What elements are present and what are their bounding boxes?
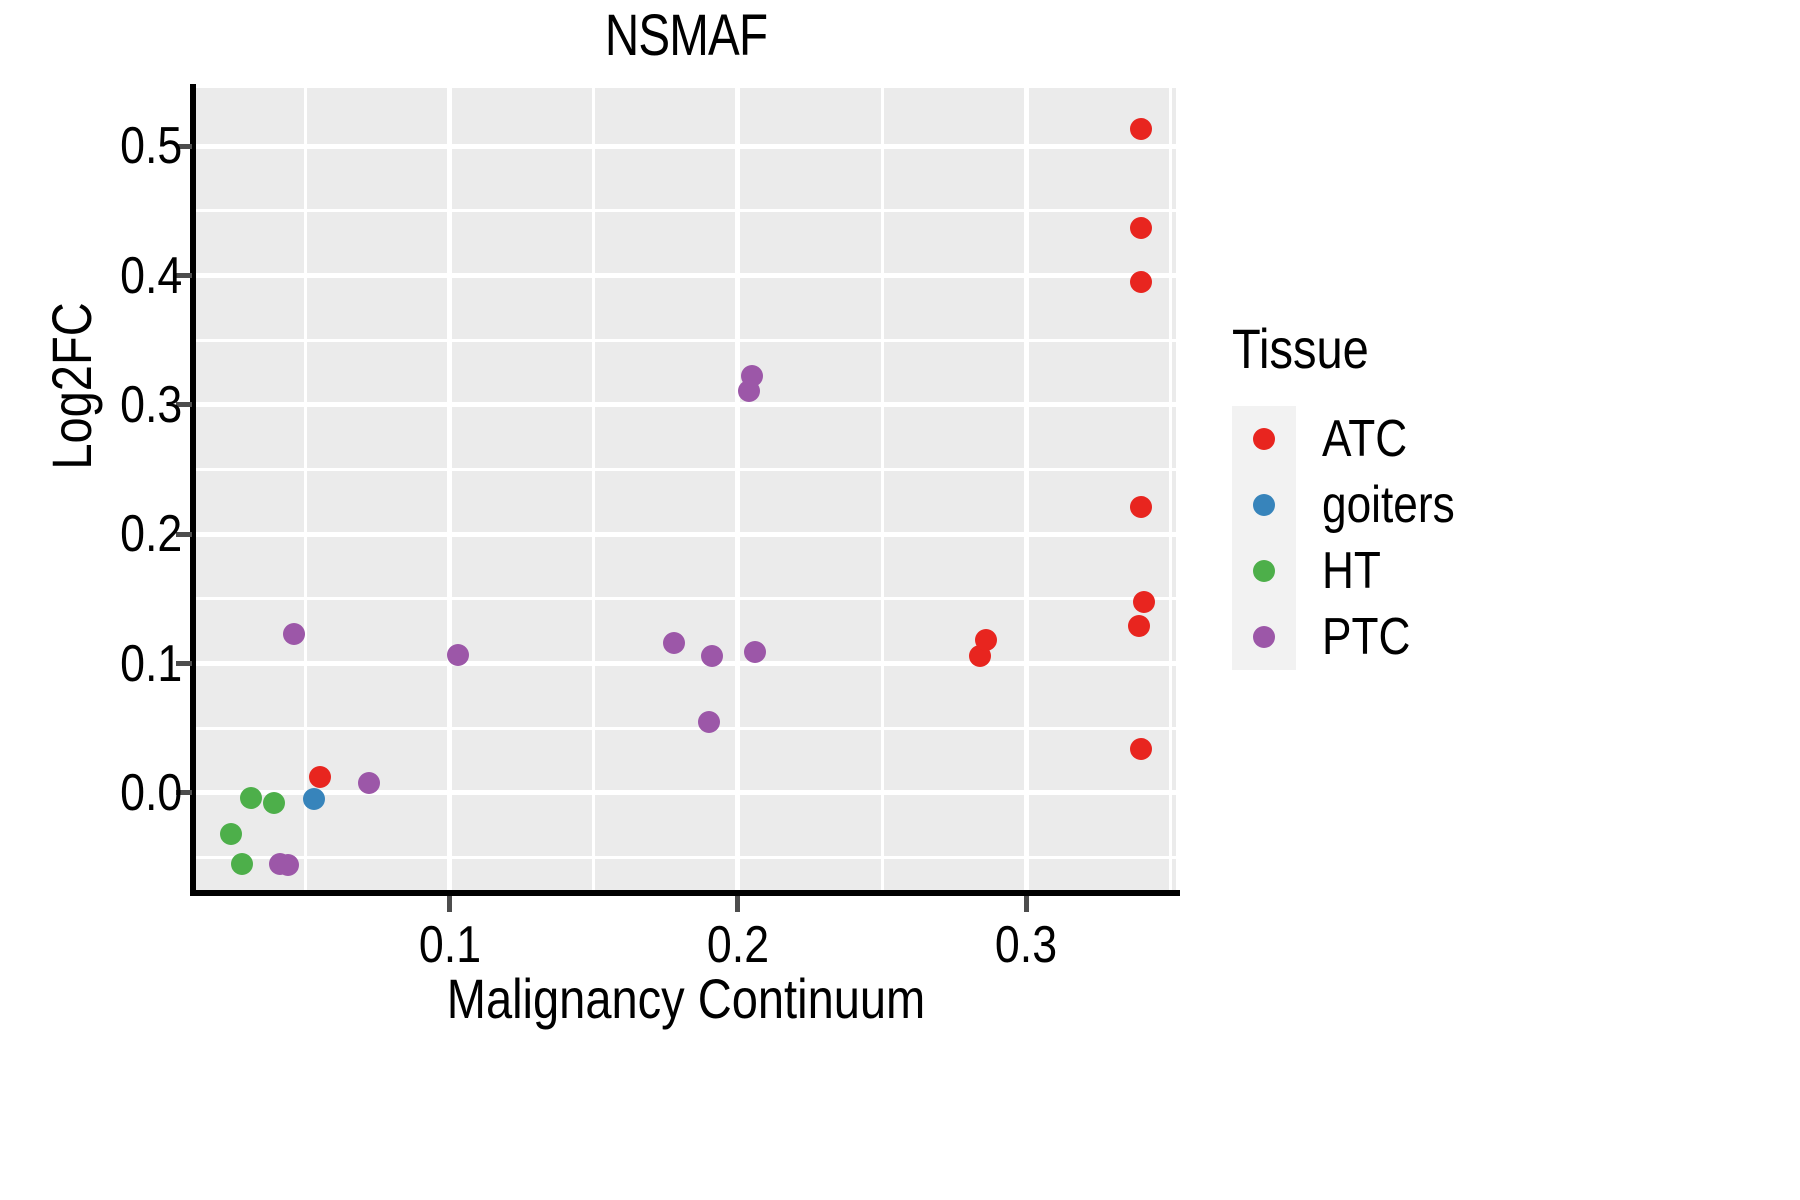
x-tick-label: 0.3 [995, 916, 1058, 974]
legend-entries: ATC goiters HT PTC [1232, 406, 1752, 670]
data-point-ht [262, 792, 285, 815]
y-tick-mark [176, 402, 192, 408]
data-point-ptc [447, 643, 470, 666]
grid-line-horizontal-major [196, 790, 1176, 796]
data-point-atc [1133, 590, 1156, 613]
x-axis-line [190, 890, 1180, 896]
grid-line-horizontal-major [196, 273, 1176, 279]
grid-line-horizontal-major [196, 531, 1176, 537]
legend-title: Tissue [1232, 317, 1369, 380]
grid-line-horizontal-major [196, 143, 1176, 149]
y-tick-mark [176, 531, 192, 537]
x-axis-title: Malignancy Continuum [446, 967, 926, 1030]
data-point-goiters [303, 788, 326, 811]
legend-swatch-atc [1232, 406, 1296, 472]
grid-line-horizontal-minor [196, 209, 1176, 213]
legend-label: goiters [1322, 476, 1455, 534]
data-point-ptc [283, 622, 305, 645]
data-point-ptc [744, 640, 767, 663]
legend-label: PTC [1322, 608, 1411, 666]
grid-line-vertical-major [735, 88, 741, 890]
data-point-ht [231, 853, 254, 876]
legend-item-ptc[interactable]: PTC [1232, 604, 1752, 670]
grid-line-horizontal-major [196, 402, 1176, 408]
plot-panel [196, 88, 1176, 890]
data-point-atc [308, 766, 331, 789]
data-point-ptc [698, 710, 721, 733]
x-tick-mark [735, 896, 741, 912]
legend-swatch-ht [1232, 538, 1296, 604]
legend: Tissue ATC goiters HT PTC [1232, 318, 1752, 670]
x-tick-mark [447, 896, 453, 912]
y-tick-label: 0.4 [119, 246, 182, 305]
y-tick-mark [176, 790, 192, 796]
x-tick-label: 0.2 [706, 916, 769, 974]
data-point-ht [239, 787, 262, 810]
x-tick-mark [1023, 896, 1029, 912]
grid-line-horizontal-major [196, 661, 1176, 667]
data-point-ptc [700, 644, 723, 667]
data-point-ht [219, 823, 242, 846]
legend-dot-icon [1253, 560, 1275, 582]
page-title: NSMAF [604, 3, 768, 68]
legend-item-atc[interactable]: ATC [1232, 406, 1752, 472]
grid-line-horizontal-minor [196, 338, 1176, 342]
grid-line-vertical-major [1023, 88, 1029, 890]
x-tick-label: 0.1 [418, 916, 481, 974]
y-tick-mark [176, 273, 192, 279]
y-axis-title: Log2FC [40, 302, 103, 470]
legend-item-goiters[interactable]: goiters [1232, 472, 1752, 538]
grid-line-vertical-minor [592, 88, 596, 890]
y-tick-mark [176, 143, 192, 149]
data-point-ptc [357, 771, 380, 794]
y-tick-mark [176, 661, 192, 667]
data-point-atc [1130, 738, 1153, 760]
data-point-atc [1127, 615, 1150, 638]
legend-dot-icon [1253, 494, 1275, 516]
data-point-ptc [277, 854, 300, 877]
legend-dot-icon [1253, 428, 1275, 450]
grid-line-horizontal-minor [196, 468, 1176, 472]
y-tick-label: 0.3 [119, 375, 182, 434]
grid-line-vertical-minor [880, 88, 884, 890]
grid-line-horizontal-minor [196, 856, 1176, 860]
grid-line-vertical-minor [1168, 88, 1172, 890]
y-axis-line [190, 84, 196, 896]
grid-line-vertical-major [447, 88, 453, 890]
data-point-atc [974, 629, 997, 652]
legend-label: ATC [1322, 410, 1408, 468]
legend-swatch-ptc [1232, 604, 1296, 670]
y-tick-label: 0.2 [119, 505, 182, 564]
data-point-atc [1130, 216, 1153, 239]
legend-label: HT [1322, 542, 1381, 600]
y-tick-label: 0.0 [119, 763, 182, 822]
data-point-atc [1130, 271, 1153, 294]
y-tick-label: 0.1 [119, 634, 182, 693]
data-point-atc [1130, 496, 1153, 519]
legend-item-ht[interactable]: HT [1232, 538, 1752, 604]
y-tick-label: 0.5 [119, 117, 182, 176]
grid-line-horizontal-minor [196, 597, 1176, 601]
grid-line-horizontal-minor [196, 726, 1176, 730]
grid-line-vertical-minor [304, 88, 308, 890]
data-point-ptc [663, 631, 686, 654]
data-point-atc [1130, 118, 1153, 141]
legend-dot-icon [1253, 626, 1275, 648]
legend-swatch-goiters [1232, 472, 1296, 538]
data-point-ptc [738, 379, 761, 402]
